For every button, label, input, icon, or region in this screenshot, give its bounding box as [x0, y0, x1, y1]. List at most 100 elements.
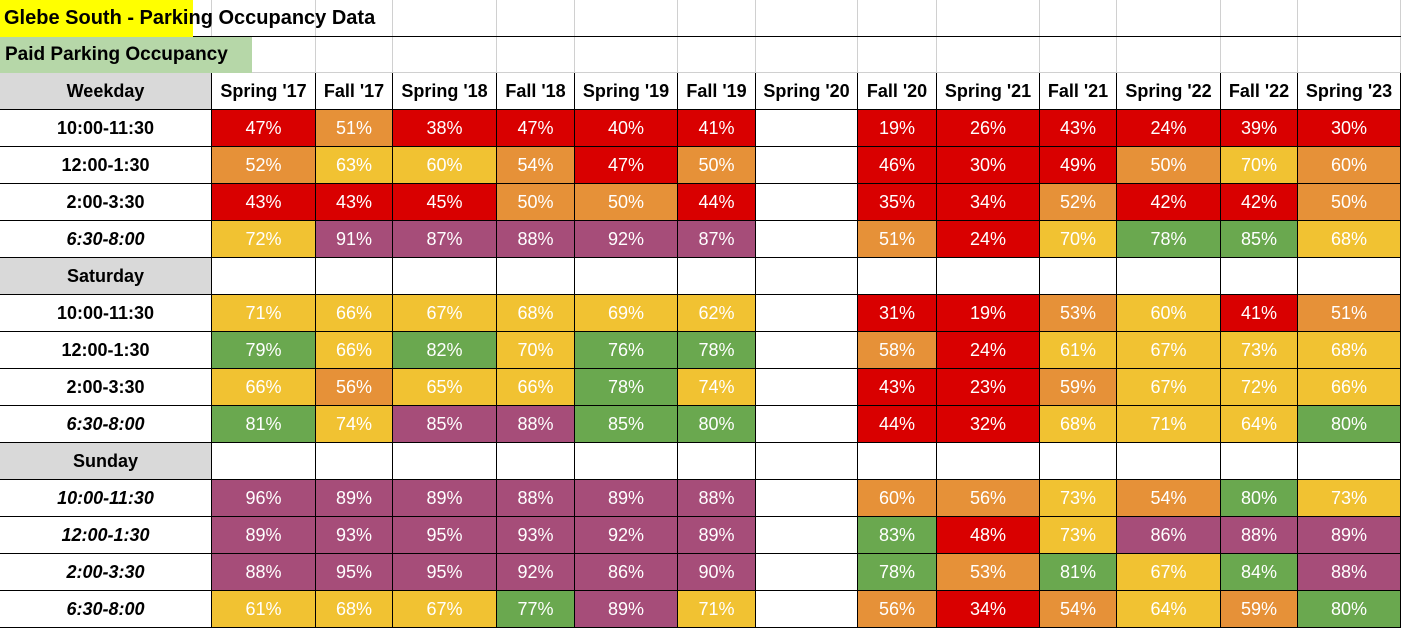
- column-header: Fall '22: [1221, 73, 1298, 110]
- occupancy-cell: 30%: [1298, 110, 1401, 147]
- empty-cell: [316, 258, 393, 295]
- occupancy-cell: 68%: [1298, 332, 1401, 369]
- occupancy-cell: 74%: [678, 369, 756, 406]
- occupancy-cell: 89%: [212, 517, 316, 554]
- empty-cell: [1221, 258, 1298, 295]
- occupancy-cell: 66%: [212, 369, 316, 406]
- occupancy-cell: 31%: [858, 295, 937, 332]
- empty-cell: [1040, 258, 1117, 295]
- occupancy-cell: 54%: [1040, 591, 1117, 628]
- occupancy-cell: 88%: [678, 480, 756, 517]
- occupancy-cell: 64%: [1117, 591, 1221, 628]
- occupancy-cell: 80%: [678, 406, 756, 443]
- occupancy-cell: 93%: [316, 517, 393, 554]
- occupancy-cell: 59%: [1040, 369, 1117, 406]
- occupancy-cell: 89%: [678, 517, 756, 554]
- empty-cell: [393, 37, 497, 73]
- occupancy-cell: 91%: [316, 221, 393, 258]
- occupancy-cell: 70%: [497, 332, 575, 369]
- occupancy-cell: 60%: [1298, 147, 1401, 184]
- row-label: 12:00-1:30: [0, 332, 212, 369]
- occupancy-cell: 60%: [858, 480, 937, 517]
- occupancy-cell: 67%: [1117, 554, 1221, 591]
- column-header: Fall '17: [316, 73, 393, 110]
- occupancy-cell: 86%: [1117, 517, 1221, 554]
- occupancy-cell: 50%: [497, 184, 575, 221]
- occupancy-cell: 43%: [858, 369, 937, 406]
- occupancy-cell: 71%: [212, 295, 316, 332]
- empty-cell: [575, 443, 678, 480]
- occupancy-cell: 86%: [575, 554, 678, 591]
- occupancy-cell: 78%: [575, 369, 678, 406]
- occupancy-cell: 59%: [1221, 591, 1298, 628]
- empty-cell: [1221, 443, 1298, 480]
- empty-cell: [316, 37, 393, 73]
- occupancy-cell: 44%: [678, 184, 756, 221]
- empty-cell: [678, 443, 756, 480]
- row-label: 12:00-1:30: [0, 147, 212, 184]
- empty-cell: [1221, 37, 1298, 73]
- empty-cell: [937, 37, 1040, 73]
- occupancy-cell: 72%: [212, 221, 316, 258]
- empty-cell: [1117, 37, 1221, 73]
- occupancy-cell: 54%: [497, 147, 575, 184]
- occupancy-cell: 95%: [316, 554, 393, 591]
- occupancy-cell: 52%: [1040, 184, 1117, 221]
- occupancy-cell: 88%: [212, 554, 316, 591]
- occupancy-cell: 81%: [212, 406, 316, 443]
- occupancy-cell: 85%: [393, 406, 497, 443]
- empty-cell: [756, 443, 858, 480]
- occupancy-cell: 61%: [1040, 332, 1117, 369]
- occupancy-cell: 41%: [1221, 295, 1298, 332]
- row-label: 10:00-11:30: [0, 480, 212, 517]
- occupancy-cell: 72%: [1221, 369, 1298, 406]
- empty-cell: [756, 221, 858, 258]
- occupancy-cell: 24%: [937, 221, 1040, 258]
- occupancy-cell: 32%: [937, 406, 1040, 443]
- occupancy-cell: 80%: [1221, 480, 1298, 517]
- occupancy-cell: 73%: [1298, 480, 1401, 517]
- empty-cell: [1298, 443, 1401, 480]
- column-header: Spring '21: [937, 73, 1040, 110]
- empty-cell: [575, 37, 678, 73]
- empty-cell: [316, 443, 393, 480]
- occupancy-cell: 19%: [937, 295, 1040, 332]
- row-label: 2:00-3:30: [0, 554, 212, 591]
- occupancy-cell: 88%: [1221, 517, 1298, 554]
- occupancy-cell: 69%: [575, 295, 678, 332]
- occupancy-cell: 68%: [1298, 221, 1401, 258]
- row-label: 6:30-8:00: [0, 591, 212, 628]
- occupancy-cell: 65%: [393, 369, 497, 406]
- row-label: 2:00-3:30: [0, 184, 212, 221]
- occupancy-cell: 68%: [316, 591, 393, 628]
- occupancy-cell: 38%: [393, 110, 497, 147]
- occupancy-cell: 56%: [316, 369, 393, 406]
- column-header: Spring '20: [756, 73, 858, 110]
- title: Glebe South - Parking Occupancy Data: [0, 0, 1401, 37]
- occupancy-cell: 43%: [212, 184, 316, 221]
- occupancy-cell: 46%: [858, 147, 937, 184]
- occupancy-cell: 51%: [858, 221, 937, 258]
- occupancy-cell: 62%: [678, 295, 756, 332]
- occupancy-cell: 24%: [937, 332, 1040, 369]
- section-label: Sunday: [0, 443, 212, 480]
- occupancy-cell: 79%: [212, 332, 316, 369]
- occupancy-cell: 71%: [678, 591, 756, 628]
- empty-cell: [756, 591, 858, 628]
- occupancy-cell: 73%: [1221, 332, 1298, 369]
- occupancy-cell: 50%: [1117, 147, 1221, 184]
- occupancy-cell: 19%: [858, 110, 937, 147]
- occupancy-cell: 47%: [575, 147, 678, 184]
- title-text: Glebe South - Parking Occupancy Data: [0, 0, 375, 37]
- occupancy-cell: 67%: [1117, 369, 1221, 406]
- occupancy-cell: 78%: [858, 554, 937, 591]
- section-label: Weekday: [0, 73, 212, 110]
- empty-cell: [575, 258, 678, 295]
- occupancy-cell: 30%: [937, 147, 1040, 184]
- empty-cell: [678, 37, 756, 73]
- column-header: Fall '18: [497, 73, 575, 110]
- row-label: 6:30-8:00: [0, 221, 212, 258]
- occupancy-cell: 66%: [497, 369, 575, 406]
- occupancy-cell: 34%: [937, 591, 1040, 628]
- occupancy-cell: 51%: [316, 110, 393, 147]
